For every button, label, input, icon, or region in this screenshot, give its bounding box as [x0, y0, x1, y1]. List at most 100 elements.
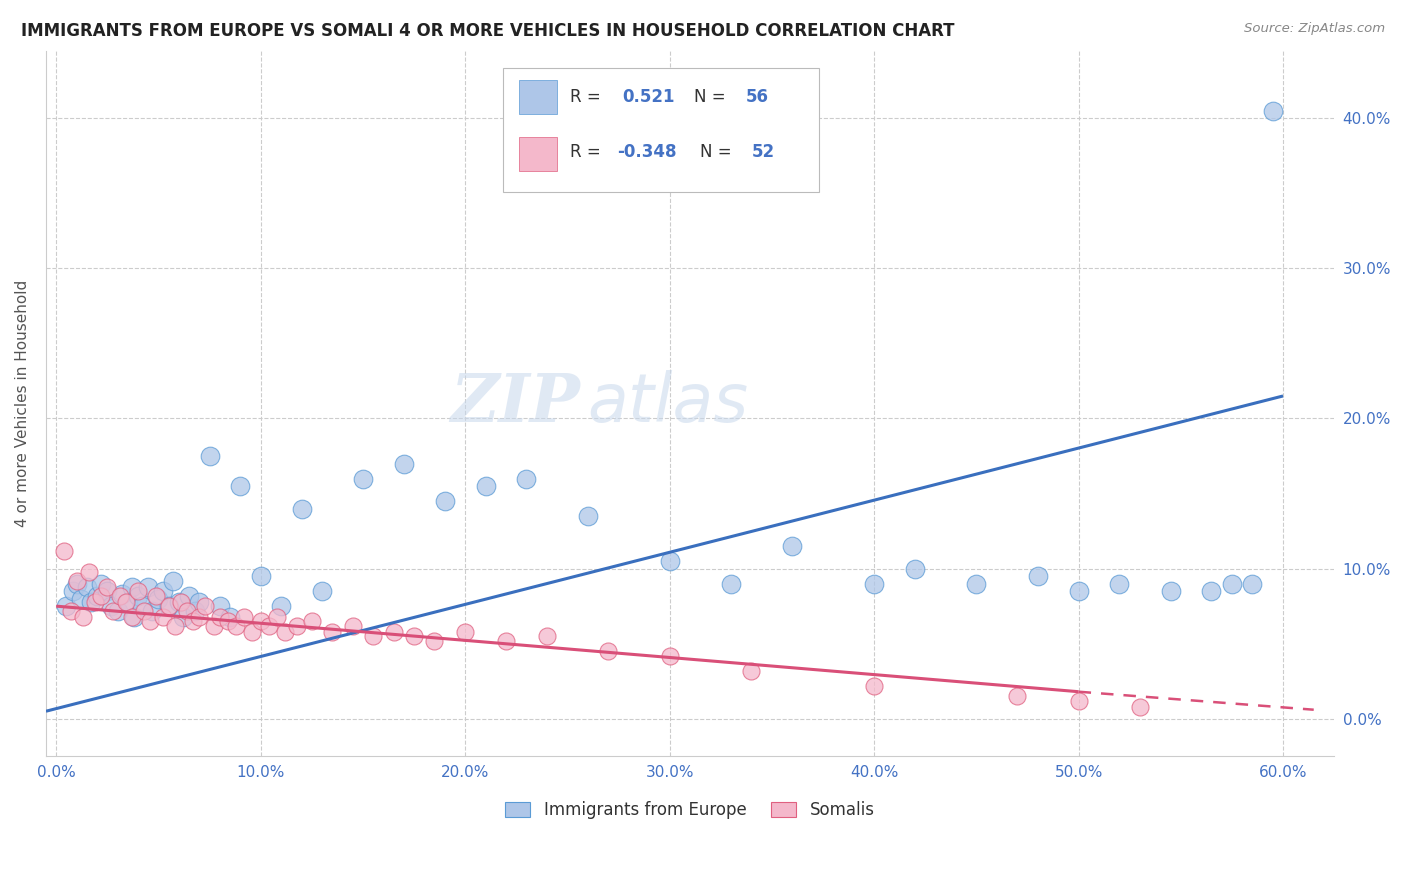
Text: R =: R = — [571, 143, 600, 161]
Point — [202, 618, 225, 632]
Point — [117, 594, 139, 608]
Point — [127, 584, 149, 599]
Point — [177, 589, 200, 603]
Point — [157, 599, 180, 614]
Point — [257, 618, 280, 632]
Point — [121, 609, 143, 624]
Point — [208, 609, 231, 624]
Text: atlas: atlas — [588, 370, 748, 436]
Point — [290, 501, 312, 516]
Point — [66, 576, 89, 591]
Point — [188, 594, 211, 608]
Text: N =: N = — [695, 87, 725, 105]
Text: N =: N = — [700, 143, 733, 161]
Point — [136, 580, 159, 594]
Point — [53, 543, 76, 558]
Legend: Immigrants from Europe, Somalis: Immigrants from Europe, Somalis — [499, 794, 882, 825]
Point — [122, 609, 145, 624]
Y-axis label: 4 or more Vehicles in Household: 4 or more Vehicles in Household — [15, 280, 30, 527]
Point — [1220, 576, 1243, 591]
Point — [80, 594, 103, 608]
FancyBboxPatch shape — [519, 80, 557, 114]
Point — [103, 604, 125, 618]
Point — [111, 587, 134, 601]
Point — [1261, 103, 1284, 118]
Point — [90, 576, 112, 591]
Point — [108, 589, 131, 603]
Point — [188, 609, 211, 624]
Point — [96, 580, 118, 594]
Point — [148, 591, 170, 606]
Point — [1241, 576, 1264, 591]
Point — [740, 664, 762, 678]
Point — [658, 554, 681, 568]
Text: -0.348: -0.348 — [617, 143, 676, 161]
Point — [77, 565, 100, 579]
Point — [184, 604, 207, 618]
Point — [863, 679, 886, 693]
Point — [217, 614, 239, 628]
Point — [904, 561, 927, 575]
Point — [274, 624, 297, 639]
Point — [321, 624, 343, 639]
Point — [270, 599, 292, 614]
Point — [62, 584, 84, 599]
Point — [382, 624, 405, 639]
Point — [141, 604, 163, 618]
Text: 0.521: 0.521 — [621, 87, 675, 105]
Point — [536, 629, 558, 643]
Point — [1129, 699, 1152, 714]
Point — [59, 604, 82, 618]
Point — [1067, 584, 1090, 599]
Point — [658, 648, 681, 663]
Point — [100, 599, 122, 614]
Point — [139, 614, 162, 628]
FancyBboxPatch shape — [519, 136, 557, 170]
Point — [121, 580, 143, 594]
Point — [598, 644, 620, 658]
Point — [66, 574, 89, 588]
Point — [170, 594, 193, 608]
Text: 56: 56 — [745, 87, 769, 105]
Point — [229, 479, 252, 493]
Point — [127, 589, 149, 603]
Text: IMMIGRANTS FROM EUROPE VS SOMALI 4 OR MORE VEHICLES IN HOUSEHOLD CORRELATION CHA: IMMIGRANTS FROM EUROPE VS SOMALI 4 OR MO… — [21, 22, 955, 40]
Point — [163, 618, 186, 632]
Point — [219, 609, 242, 624]
FancyBboxPatch shape — [503, 69, 818, 192]
Point — [454, 624, 477, 639]
Point — [198, 449, 221, 463]
Point — [392, 457, 415, 471]
Point — [720, 576, 742, 591]
Point — [181, 614, 204, 628]
Point — [1005, 690, 1028, 704]
Text: R =: R = — [571, 87, 600, 105]
Point — [162, 574, 184, 588]
Point — [69, 591, 91, 606]
Point — [1201, 584, 1223, 599]
Point — [1067, 694, 1090, 708]
Point — [96, 584, 118, 599]
Point — [176, 604, 198, 618]
Point — [474, 479, 496, 493]
Text: Source: ZipAtlas.com: Source: ZipAtlas.com — [1244, 22, 1385, 36]
Point — [576, 509, 599, 524]
Point — [107, 604, 129, 618]
Point — [1026, 569, 1049, 583]
Point — [1108, 576, 1130, 591]
Text: 52: 52 — [752, 143, 775, 161]
Text: ZIP: ZIP — [451, 371, 581, 436]
Point — [782, 539, 804, 553]
Point — [145, 589, 167, 603]
Point — [90, 589, 112, 603]
Point — [863, 576, 886, 591]
Point — [194, 599, 217, 614]
Point — [249, 569, 271, 583]
Point — [1160, 584, 1182, 599]
Point — [225, 618, 247, 632]
Point — [342, 618, 364, 632]
Point — [208, 599, 231, 614]
Point — [55, 599, 77, 614]
Point — [352, 471, 374, 485]
Point — [495, 633, 517, 648]
